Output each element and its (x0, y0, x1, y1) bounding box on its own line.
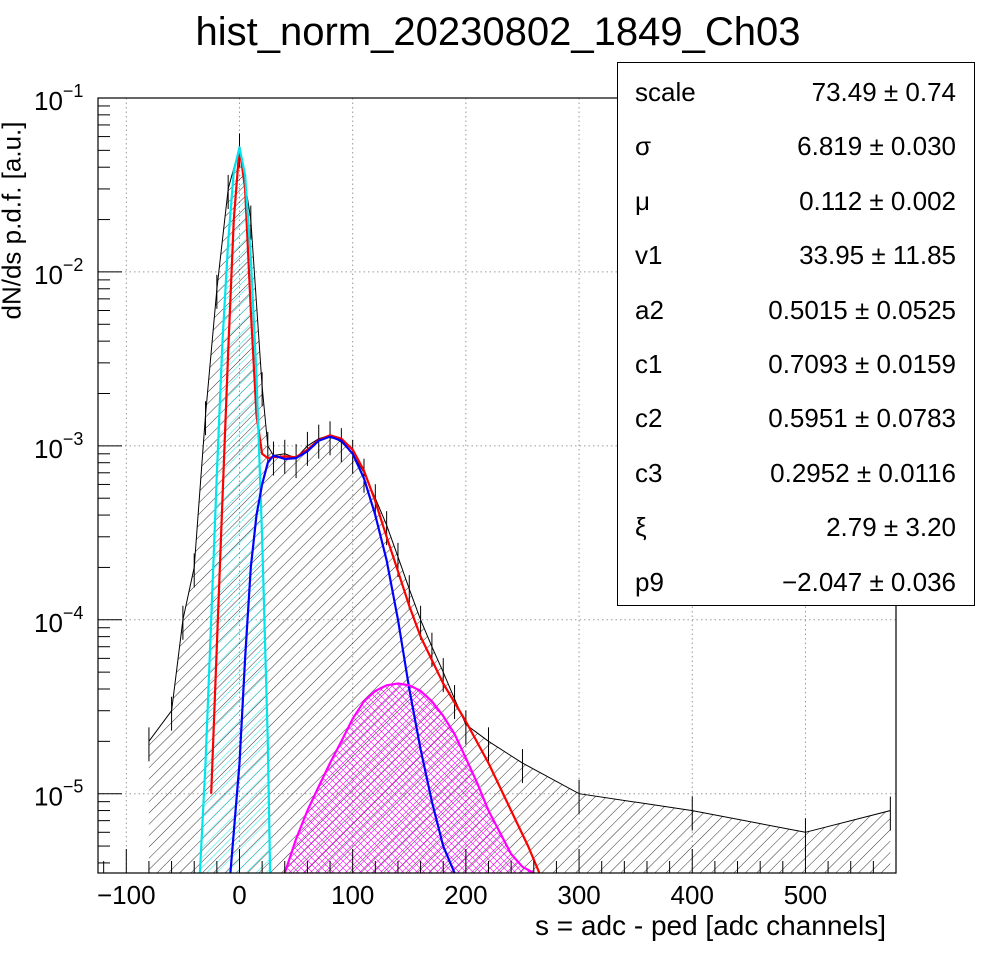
x-axis-label: s = adc - ped [adc channels] (535, 910, 886, 941)
stats-param-name: μ (635, 185, 650, 216)
stats-param-name: scale (635, 77, 696, 107)
x-tick-label: 100 (331, 880, 374, 910)
y-tick-label: 10−3 (34, 429, 83, 464)
y-tick-label: 10−5 (34, 777, 83, 812)
stats-row: p9 −2.047 ± 0.036 (618, 553, 976, 607)
signal-curve (229, 435, 456, 873)
stats-param-value: −2.047 ± 0.036 (781, 566, 956, 597)
stats-param-name: a2 (635, 294, 664, 325)
x-tick-label: −100 (97, 880, 156, 910)
stats-param-value: 0.5951 ± 0.0783 (768, 403, 956, 434)
stats-row: c3 0.2952 ± 0.0116 (618, 444, 976, 498)
x-tick-label: 0 (232, 880, 246, 910)
tick-labels: −100 0 100 200 300 400 500 10−5 10−4 10−3 10−2 10−1 (34, 81, 827, 910)
stats-param-name: c3 (635, 457, 663, 488)
stats-param-name: c1 (635, 349, 663, 379)
stats-row: c1 0.7093 ± 0.0159 (618, 335, 976, 389)
stats-param-value: 73.49 ± 0.74 (811, 77, 956, 107)
stats-row: scale 73.49 ± 0.74 (618, 63, 976, 117)
y-tick-label: 10−2 (34, 255, 83, 290)
stats-param-value: 33.95 ± 11.85 (799, 240, 956, 271)
y-tick-label: 10−1 (34, 81, 83, 116)
stats-param-value: 0.2952 ± 0.0116 (770, 457, 956, 488)
stats-param-name: σ (635, 131, 652, 162)
x-tick-label: 300 (557, 880, 600, 910)
stats-row: μ 0.112 ± 0.002 (618, 172, 976, 226)
x-tick-label: 200 (444, 880, 487, 910)
stats-row: a2 0.5015 ± 0.0525 (618, 281, 976, 335)
stats-param-name: ξ (635, 512, 647, 543)
pedestal-curve (198, 146, 272, 873)
stats-param-name: v1 (635, 240, 663, 271)
fit-stats-box: scale 73.49 ± 0.74 σ 6.819 ± 0.030 μ 0.112 ± … (617, 62, 975, 606)
background-curve (283, 682, 535, 873)
x-tick-label: 500 (784, 880, 827, 910)
stats-row: c2 0.5951 ± 0.0783 (618, 389, 976, 443)
stats-row: v1 33.95 ± 11.85 (618, 226, 976, 280)
stats-param-value: 6.819 ± 0.030 (797, 131, 956, 162)
x-tick-label: 400 (671, 880, 714, 910)
stats-param-value: 0.112 ± 0.002 (799, 185, 956, 216)
chart-title: hist_norm_20230802_1849_Ch03 (195, 10, 801, 54)
stats-row: ξ 2.79 ± 3.20 (618, 498, 976, 552)
stats-param-name: p9 (635, 566, 664, 597)
stats-param-name: c2 (635, 403, 663, 434)
stats-param-value: 2.79 ± 3.20 (826, 512, 956, 543)
axis-ticks (98, 97, 897, 873)
stats-row: σ 6.819 ± 0.030 (618, 117, 976, 171)
histogram-fill (148, 147, 891, 873)
stats-param-value: 0.5015 ± 0.0525 (768, 294, 956, 325)
stats-param-value: 0.7093 ± 0.0159 (768, 349, 956, 379)
y-tick-label: 10−4 (34, 603, 83, 638)
